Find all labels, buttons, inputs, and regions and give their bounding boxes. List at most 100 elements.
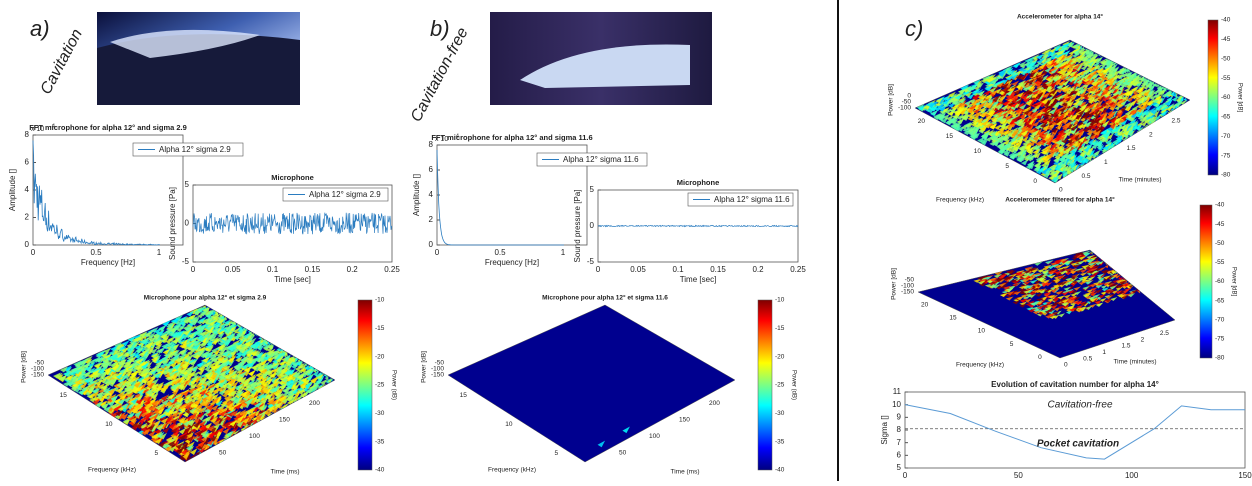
x-tick-label: 0.25 (790, 265, 806, 274)
exponent-power: -4 (454, 133, 459, 139)
colorbar-tick-label: -25 (375, 382, 385, 389)
x-tick-label: 0.5 (494, 248, 506, 257)
colorbar (758, 300, 772, 470)
x-tick-label: 0.15 (710, 265, 726, 274)
x-axis-label: Frequency (kHz) (88, 467, 136, 474)
x-tick-label: 0.05 (630, 265, 646, 274)
colorbar-tick-label: -15 (775, 325, 785, 332)
y-tick-label: 4 (25, 185, 30, 194)
axes-title: Microphone (677, 178, 720, 187)
colorbar-label: Power (dB) (790, 370, 796, 400)
x-tick-label: 1 (157, 248, 162, 257)
panel-label: c) (905, 16, 923, 41)
time-tick-label: 100 (649, 433, 660, 440)
panel-label: a) (30, 16, 50, 41)
x-axis-label: Frequency [Hz] (485, 258, 539, 267)
y-tick-label: 4 (429, 190, 434, 199)
y-tick-label: 6 (25, 158, 30, 167)
x-axis-label: Time [sec] (274, 275, 311, 284)
x-axis-label: Frequency (kHz) (488, 467, 536, 474)
legend-label: Alpha 12° sigma 11.6 (714, 195, 790, 204)
colorbar-tick-label: -35 (775, 438, 785, 445)
x-tick-label: 0.15 (305, 265, 321, 274)
time-tick-label: 100 (249, 433, 260, 440)
y-tick-label: 0 (185, 219, 190, 228)
x-tick-label: 0.1 (267, 265, 279, 274)
y-tick-label: 8 (25, 130, 30, 139)
x-tick-label: 0 (191, 265, 196, 274)
panel-label: b) (430, 16, 450, 41)
y-tick-label: 0 (25, 240, 30, 249)
axes-title: Microphone (271, 173, 314, 182)
x-tick-label: 0 (435, 248, 440, 257)
surface-title: Accelerometer for alpha 14° (1017, 13, 1103, 21)
freq-tick-label: 5 (555, 450, 559, 457)
time-tick-label: 50 (619, 449, 627, 456)
colorbar-tick-label: -25 (775, 382, 785, 389)
y-tick-label: -5 (587, 257, 595, 266)
y-tick-label: 6 (429, 165, 434, 174)
y-tick-label: -5 (182, 257, 190, 266)
y-tick-label: 5 (185, 180, 190, 189)
y-tick-label: 5 (590, 185, 595, 194)
colorbar-tick-label: -40 (775, 467, 785, 474)
legend-label: Alpha 12° sigma 2.9 (309, 190, 381, 199)
freq-tick-label: 10 (505, 421, 513, 428)
colorbar-tick-label: -20 (375, 353, 385, 360)
x-tick-label: 0.1 (672, 265, 684, 274)
colorbar-tick-label: -30 (375, 410, 385, 417)
freq-tick-label: 15 (60, 392, 68, 399)
y-tick-label: 0 (590, 221, 595, 230)
colorbar-tick-label: -10 (375, 297, 385, 304)
y-tick-label: 2 (429, 215, 434, 224)
time-tick-label: 150 (679, 417, 690, 424)
x-axis-label: Frequency [Hz] (81, 258, 135, 267)
x-tick-label: 0 (31, 248, 36, 257)
x-tick-label: 0.25 (384, 265, 400, 274)
surface-base (448, 305, 735, 462)
y-tick-label: 8 (429, 140, 434, 149)
x-tick-label: 0.2 (752, 265, 764, 274)
colorbar-tick-label: -30 (775, 410, 785, 417)
x-tick-label: 0 (596, 265, 601, 274)
z-axis-label: Power [dB] (21, 351, 28, 383)
freq-tick-label: 10 (105, 421, 113, 428)
y-axis-label: Time (ms) (670, 469, 699, 476)
y-tick-label: 2 (25, 213, 30, 222)
x-tick-label: 1 (561, 248, 566, 257)
legend-label: Alpha 12° sigma 2.9 (159, 145, 231, 154)
x-tick-label: 0.05 (225, 265, 241, 274)
legend-label: Alpha 12° sigma 11.6 (563, 155, 639, 164)
exponent: x 10 (435, 136, 448, 143)
colorbar-tick-label: -15 (375, 325, 385, 332)
x-tick-label: 0.2 (347, 265, 359, 274)
time-tick-label: 200 (709, 400, 720, 407)
colorbar-tick-label: -35 (375, 438, 385, 445)
y-tick-label: 0 (429, 240, 434, 249)
freq-tick-label: 15 (460, 392, 468, 399)
time-tick-label: 50 (219, 449, 227, 456)
z-tick-label: -150 (431, 372, 444, 379)
y-axis-label: Amplitude [] (8, 169, 17, 211)
colorbar-tick-label: -10 (775, 297, 785, 304)
z-tick-label: -150 (31, 372, 44, 379)
time-tick-label: 200 (309, 400, 320, 407)
x-axis-label: Time [sec] (680, 275, 717, 284)
y-axis-label: Time (ms) (270, 469, 299, 476)
y-axis-label: Sound pressure [Pa] (168, 187, 177, 260)
colorbar-label: Power (dB) (390, 370, 396, 400)
y-axis-label: Amplitude [] (412, 174, 421, 216)
colorbar (358, 300, 372, 470)
exponent: x 10 (31, 126, 44, 133)
y-axis-label: Sound pressure [Pa] (573, 190, 582, 263)
colorbar-tick-label: -20 (775, 353, 785, 360)
surface-title: Microphone pour alpha 12° et sigma 11.6 (542, 294, 668, 302)
z-axis-label: Power [dB] (421, 351, 428, 383)
x-tick-label: 0.5 (90, 248, 102, 257)
surface-title: Microphone pour alpha 12° et sigma 2.9 (144, 294, 267, 302)
freq-tick-label: 5 (155, 450, 159, 457)
time-tick-label: 150 (279, 417, 290, 424)
exponent-power: -4 (50, 123, 55, 129)
